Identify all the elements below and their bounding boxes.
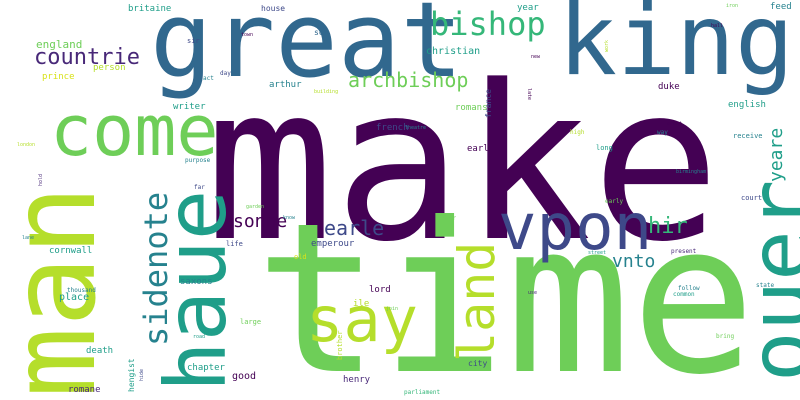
word-place: place: [59, 292, 90, 303]
word-christian: christian: [426, 46, 481, 57]
word-year: year: [517, 3, 539, 13]
word-earl: earl: [467, 144, 489, 154]
word-chapter: chapter: [187, 363, 225, 373]
word-follow: follow: [678, 285, 700, 292]
word-london: london: [17, 142, 36, 148]
word-join: join: [386, 306, 399, 312]
word-hide: hide: [139, 368, 145, 381]
word-bishop: bishop: [430, 5, 546, 43]
word-lane: lane: [22, 235, 35, 241]
word-late: late: [526, 88, 532, 101]
word-court: court: [741, 194, 763, 202]
word-vpon: vpon: [498, 191, 653, 265]
word-state: state: [756, 282, 775, 289]
word-england: england: [36, 38, 83, 51]
word-lord: lord: [369, 285, 391, 295]
word-french: french: [376, 123, 409, 133]
word-hir: hir: [648, 214, 688, 239]
word-building: building: [314, 89, 339, 95]
word-purpose: purpose: [185, 157, 211, 164]
word-house: house: [261, 4, 286, 13]
word-come: come: [50, 90, 219, 172]
word-high: high: [570, 129, 585, 136]
word-day: day: [220, 70, 231, 77]
word-erect: erect: [667, 121, 683, 127]
word-great: great: [150, 0, 464, 101]
word-sonne: sonne: [233, 211, 288, 232]
word-long: long: [596, 144, 613, 152]
word-bring: bring: [716, 333, 735, 340]
word-france: france: [484, 89, 493, 118]
word-order: order: [438, 215, 457, 222]
word-iron: iron: [726, 3, 739, 9]
word-use: use: [528, 290, 538, 296]
word-large: large: [240, 318, 262, 326]
word-writer: writer: [173, 102, 206, 112]
word-sir: sir: [187, 37, 200, 45]
word-henry: henry: [343, 375, 371, 385]
word-garden: garden: [246, 204, 265, 210]
word-common: common: [673, 291, 695, 298]
word-street: street: [588, 250, 607, 256]
word-son: son: [314, 28, 329, 37]
word-arthur: arthur: [269, 80, 302, 90]
word-thousand: thousand: [67, 287, 96, 294]
word-early: early: [605, 198, 624, 205]
word-hold: hold: [38, 173, 44, 186]
word-life: life: [226, 240, 243, 248]
word-act: act: [203, 75, 214, 82]
word-brother: brother: [336, 330, 344, 360]
word-ile: ile: [353, 299, 370, 309]
word-know: know: [283, 215, 296, 221]
word-road: road: [193, 334, 206, 340]
word-ouer: ouer: [731, 179, 800, 382]
word-time: time: [255, 179, 756, 400]
word-city: city: [468, 359, 488, 368]
word-vnto: vnto: [612, 251, 656, 272]
word-prince: prince: [42, 72, 75, 82]
word-death: death: [86, 346, 114, 356]
word-new: new: [531, 54, 541, 60]
word-receive: receive: [733, 132, 763, 140]
word-romane: romane: [68, 385, 101, 395]
word-yeare: yeare: [766, 127, 787, 182]
word-countrie: countrie: [34, 45, 140, 70]
word-britaine: britaine: [128, 4, 172, 14]
word-hall: hall: [711, 23, 724, 29]
word-land: land: [448, 241, 506, 362]
word-say: say: [306, 283, 418, 356]
word-king: king: [558, 0, 795, 98]
word-parliament: parliament: [404, 389, 441, 396]
word-cornwall: cornwall: [49, 246, 93, 256]
word-hengist: hengist: [127, 358, 136, 392]
word-english: english: [728, 100, 766, 110]
word-make: make: [205, 40, 721, 289]
word-archbishop: archbishop: [348, 68, 469, 92]
word-emperour: emperour: [311, 239, 355, 249]
word-good: good: [232, 371, 257, 382]
word-sidenote: sidenote: [137, 191, 175, 346]
word-earle: earle: [324, 216, 385, 240]
word-romans: romans: [455, 103, 488, 113]
word-saxons: saxons: [180, 277, 213, 287]
word-old: old: [294, 253, 307, 261]
word-feed: feed: [770, 2, 792, 12]
word-theatre: theatre: [405, 125, 427, 131]
word-town: town: [241, 32, 254, 38]
word-present: present: [671, 248, 697, 255]
word-way: way: [657, 129, 668, 136]
word-person: person: [93, 63, 126, 73]
word-far: far: [194, 184, 205, 191]
word-birmingham: birmingham: [676, 169, 707, 175]
word-duke: duke: [658, 82, 680, 92]
word-work: work: [604, 39, 610, 52]
